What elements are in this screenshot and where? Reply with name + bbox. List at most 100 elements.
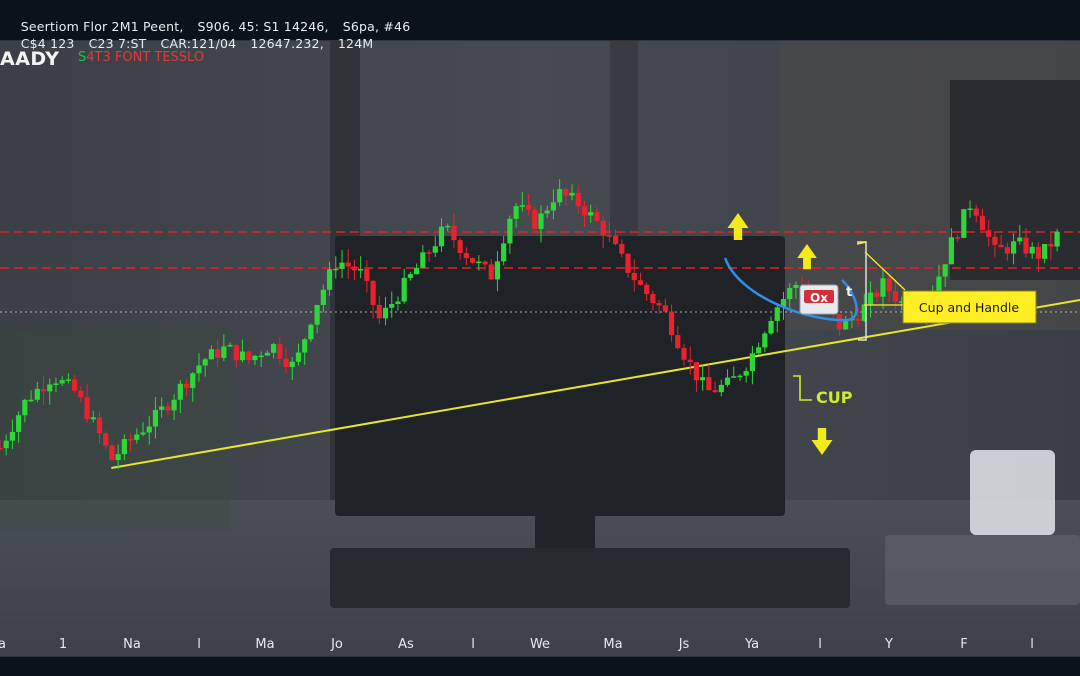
candle [426, 249, 432, 262]
cup-handle-callout-box [902, 290, 1037, 324]
candle [1035, 242, 1042, 272]
candle-body [519, 205, 525, 207]
brand-subtitle-accent: S [78, 50, 87, 65]
candle-body [712, 390, 718, 393]
candle [215, 339, 221, 368]
candle-body [1010, 241, 1017, 254]
candle [420, 245, 426, 269]
ticker-header: Seertiom Flor 2M1 Peent, S906. 45: S1 142… [0, 0, 1080, 51]
candle-body [780, 299, 787, 308]
candle [1048, 232, 1054, 261]
candle [339, 249, 345, 279]
candle-body [1017, 237, 1023, 242]
candle-body [731, 376, 737, 378]
candle [177, 380, 183, 414]
candle [575, 185, 581, 215]
candle [843, 315, 849, 330]
candle-body [724, 377, 731, 385]
candle-body [706, 377, 712, 391]
ticker-item: C$4 123 [20, 36, 75, 51]
candle-body [22, 399, 28, 416]
candle-body [420, 252, 426, 268]
candle-body [78, 390, 84, 398]
candle-body [438, 226, 445, 247]
candle-body [1023, 237, 1029, 254]
x-tick-label: l [197, 637, 201, 652]
candle-body [246, 351, 252, 361]
candle [326, 261, 333, 296]
x-tick-label: As [398, 637, 414, 652]
ticker-line-1: Seertiom Flor 2M1 Peent, S906. 45: S1 142… [4, 4, 424, 49]
candle [588, 204, 594, 223]
candle [395, 296, 401, 311]
candle-body [507, 218, 513, 244]
candle-body [202, 359, 208, 366]
candle [955, 234, 961, 243]
candle-body [271, 344, 277, 353]
candle [998, 234, 1004, 248]
candle [364, 260, 370, 293]
candle [47, 378, 53, 405]
trendline-layer [111, 299, 1080, 469]
candle-body [96, 417, 103, 434]
candle [756, 342, 762, 355]
candle-body [215, 349, 221, 358]
candle-body [65, 379, 71, 381]
ticker-item: 124M [337, 36, 374, 51]
candle-body [749, 353, 755, 372]
candle-body [165, 406, 171, 411]
candle [482, 260, 488, 271]
candle-body [445, 225, 451, 228]
candle-body [575, 192, 581, 207]
candle-body [127, 439, 134, 441]
candle [768, 316, 774, 335]
candle [1010, 233, 1017, 265]
candle [445, 223, 451, 232]
candle-body [563, 189, 569, 196]
candle-body [625, 253, 631, 273]
candle [519, 191, 525, 212]
candle [836, 314, 843, 336]
candle-body [998, 244, 1004, 248]
candle-body [208, 349, 215, 360]
candle [469, 257, 476, 264]
candle [1042, 243, 1048, 264]
candle [874, 288, 880, 303]
candle-body [258, 355, 264, 358]
candle-body [152, 409, 159, 427]
candle-body [581, 206, 588, 216]
candle [513, 202, 519, 228]
candle-body [308, 324, 314, 340]
candle [59, 376, 65, 386]
candle [724, 369, 731, 387]
candle-body [525, 205, 532, 210]
candle-body [662, 305, 668, 312]
candle [712, 381, 718, 394]
candle [855, 307, 861, 327]
peak-text: t [846, 285, 852, 300]
candle [72, 374, 78, 393]
candle [121, 434, 127, 461]
candle [1004, 242, 1010, 261]
candle-body [233, 344, 239, 361]
candle [283, 348, 289, 374]
x-tick-label: F [960, 637, 967, 652]
price-levels [0, 231, 1080, 313]
candle-body [376, 304, 382, 319]
candle-body [557, 189, 563, 203]
candle [581, 200, 588, 228]
candle [190, 372, 196, 402]
candle [550, 189, 557, 220]
candle [476, 255, 482, 271]
candle [258, 351, 264, 367]
candle [619, 239, 625, 258]
candle [899, 296, 905, 311]
candle-body [836, 314, 843, 330]
candle-body [34, 388, 40, 400]
x-tick-label: We [530, 637, 550, 652]
candle [961, 208, 967, 239]
x-tick-label: Na [123, 637, 141, 652]
candle-body [320, 289, 326, 305]
candle-body [961, 209, 967, 238]
